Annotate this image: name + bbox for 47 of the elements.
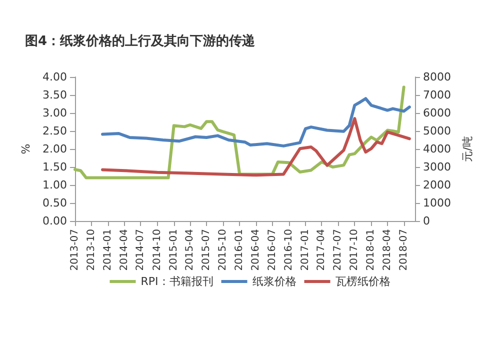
- x-tick-label: 2015-10: [218, 229, 229, 271]
- line-series: [101, 97, 411, 148]
- y2-tick-label: 2000: [423, 178, 451, 192]
- y2-tick-label: 3000: [423, 160, 451, 174]
- y-tick-label: 3.50: [42, 88, 67, 102]
- y2-tick-label: 4000: [423, 142, 451, 156]
- x-tick-label: 2018-07: [398, 229, 410, 271]
- x-tick-label: 2014-01: [102, 229, 114, 271]
- x-tick-label: 2014-07: [135, 229, 146, 271]
- y-tick-label: 3.00: [42, 106, 67, 120]
- y2-tick-label: 6000: [423, 106, 451, 120]
- x-tick-label: 2016-04: [250, 229, 262, 271]
- y-tick-label: 0.00: [42, 214, 67, 228]
- x-tick-label: 2015-07: [200, 229, 212, 271]
- x-tick-label: 2017-10: [349, 229, 360, 271]
- x-tick-label: 2013-10: [86, 229, 98, 271]
- y-tick-label: 1.50: [42, 160, 67, 174]
- x-tick-label: 2015-01: [168, 229, 180, 271]
- line-series: [101, 117, 411, 177]
- x-tick-label: 2016-01: [234, 229, 246, 271]
- x-tick-label: 2018-01: [366, 229, 377, 271]
- x-tick-label: 2014-04: [118, 229, 130, 271]
- legend-label: 纸浆价格: [252, 275, 296, 288]
- y-tick-label: 4.00: [42, 70, 67, 84]
- y-tick-label: 0.50: [42, 196, 67, 210]
- legend-label: 瓦楞纸价格: [335, 275, 390, 288]
- x-tick-label: 2016-07: [266, 229, 278, 271]
- y-tick-label: 1.00: [42, 178, 67, 192]
- y2-tick-label: 7000: [423, 88, 451, 102]
- y2-tick-label: 1000: [423, 196, 451, 210]
- y-tick-label: 2.50: [42, 124, 67, 138]
- legend-label: RPI：书籍报刊: [140, 275, 214, 288]
- x-tick-label: 2014-10: [152, 229, 163, 271]
- x-tick-label: 2018-04: [382, 229, 393, 271]
- x-tick-label: 2015-04: [184, 229, 196, 271]
- y-tick-label: 2.00: [42, 142, 67, 156]
- y2-axis-title: 元/吨: [460, 136, 474, 162]
- x-tick-label: 2013-07: [70, 229, 80, 271]
- y2-tick-label: 0: [423, 214, 430, 228]
- x-tick-label: 2017-01: [300, 229, 312, 271]
- y2-tick-label: 8000: [423, 70, 451, 84]
- x-tick-label: 2017-07: [332, 229, 344, 271]
- y-axis-title: %: [20, 144, 33, 154]
- chart-title: 图4：纸浆价格的上行及其向下游的传递: [25, 33, 256, 49]
- y2-tick-label: 5000: [423, 124, 451, 138]
- x-tick-label: 2016-10: [283, 229, 294, 271]
- x-tick-label: 2017-04: [316, 229, 328, 271]
